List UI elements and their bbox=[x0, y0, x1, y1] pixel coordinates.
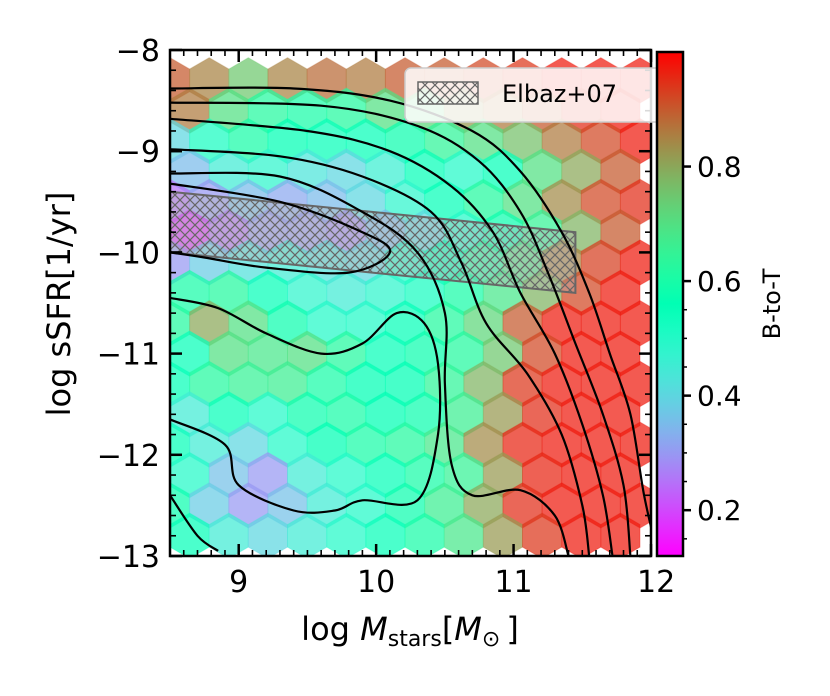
y-tick-label: −9 bbox=[116, 135, 160, 170]
colorbar-tick-label: 0.6 bbox=[697, 265, 742, 298]
colorbar-tick-label: 0.8 bbox=[697, 151, 742, 184]
contour-line bbox=[170, 86, 651, 532]
x-axis-label-unit-subscript: ⊙ bbox=[482, 627, 500, 652]
x-axis-label-bracket-open: [ bbox=[442, 610, 454, 648]
x-tick-label: 9 bbox=[229, 565, 248, 600]
elbaz-band-layer bbox=[170, 190, 577, 295]
y-tick-label: −12 bbox=[97, 439, 160, 474]
contour-layer bbox=[170, 86, 651, 556]
tick-layer: 9 10 11 12 −8 −9 −10 −11 −12 −13 bbox=[97, 34, 676, 600]
colorbar-tick-label: 0.2 bbox=[697, 494, 742, 527]
x-axis-label-bracket-close: ] bbox=[506, 610, 518, 648]
elbaz-band bbox=[170, 190, 577, 295]
colorbar-gradient bbox=[657, 52, 683, 556]
axis-titles: log sSFR[1/yr] log Mstars[M⊙] bbox=[40, 192, 519, 652]
x-axis-label-symbol: M bbox=[360, 610, 388, 648]
y-tick-label: −10 bbox=[97, 236, 160, 271]
colorbar-ticks: 0.2 0.4 0.6 0.8 bbox=[683, 151, 742, 540]
colorbar-label: B-to-T bbox=[758, 268, 786, 339]
x-axis-label-prefix: log bbox=[301, 610, 360, 648]
plot-area: 9 10 11 12 −8 −9 −10 −11 −12 −13 bbox=[97, 34, 676, 600]
x-axis-label-subscript: stars bbox=[388, 627, 442, 652]
legend-swatch bbox=[417, 81, 479, 105]
legend-label: Elbaz+07 bbox=[502, 80, 617, 108]
contour-line bbox=[170, 101, 632, 556]
x-axis-label-unit: M bbox=[454, 610, 482, 648]
plot-frame bbox=[168, 48, 653, 558]
contour-line bbox=[170, 171, 570, 556]
contour-line bbox=[170, 148, 591, 556]
contour-line bbox=[170, 182, 392, 275]
x-tick-label: 11 bbox=[494, 565, 532, 600]
contour-line bbox=[170, 296, 442, 514]
x-axis-label: log Mstars[M⊙] bbox=[301, 610, 519, 652]
colorbar: 0.2 0.4 0.6 0.8 B-to-T bbox=[655, 50, 786, 558]
colorbar-tick-label: 0.4 bbox=[697, 380, 742, 413]
legend: Elbaz+07 bbox=[404, 67, 664, 123]
hexbin-layer bbox=[170, 57, 651, 556]
y-tick-label: −13 bbox=[97, 540, 160, 575]
x-tick-label: 10 bbox=[357, 565, 395, 600]
colorbar-frame bbox=[655, 50, 685, 558]
contour-line bbox=[170, 117, 614, 556]
y-tick-label: −11 bbox=[97, 338, 160, 373]
y-axis-label: log sSFR[1/yr] bbox=[40, 192, 78, 417]
x-tick-label: 12 bbox=[637, 565, 675, 600]
y-tick-label: −8 bbox=[116, 34, 160, 69]
contour-line bbox=[170, 494, 219, 552]
